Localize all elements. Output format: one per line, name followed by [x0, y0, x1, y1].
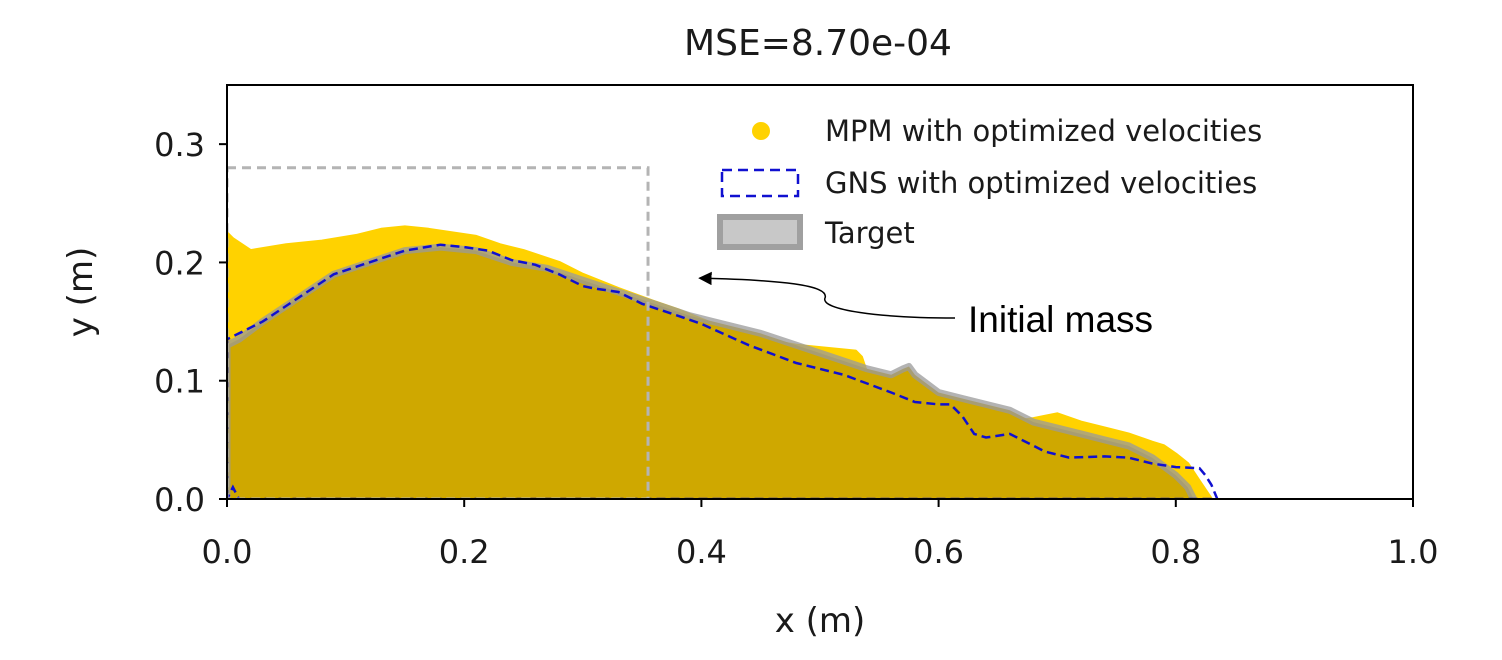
x-tick-label: 0.2 [439, 533, 490, 571]
x-tick-label: 0.6 [913, 533, 964, 571]
target-overlap-area [227, 247, 1194, 499]
y-tick-label: 0.0 [154, 481, 205, 519]
gns-outline [227, 243, 1219, 499]
legend: MPM with optimized velocities GNS with o… [717, 114, 1262, 250]
initial-mass-annotation: Initial mass [698, 271, 1153, 340]
legend-gns-label: GNS with optimized velocities [825, 166, 1257, 200]
y-tick-label: 0.2 [154, 244, 205, 282]
y-axis-label: y (m) [61, 247, 101, 338]
legend-mpm-label: MPM with optimized velocities [825, 114, 1262, 148]
y-tick-label: 0.1 [154, 363, 205, 401]
annotation-arrow [698, 271, 956, 319]
x-tick-label: 0.8 [1150, 533, 1201, 571]
plot-data-layer [227, 166, 1219, 499]
y-axis: 0.0 0.1 0.2 0.3 [154, 126, 227, 519]
legend-mpm-marker [752, 122, 770, 140]
plot-frame [226, 84, 1414, 500]
y-tick-label: 0.3 [154, 126, 205, 164]
legend-target-marker [717, 214, 803, 250]
legend-gns-marker [720, 168, 800, 198]
x-axis: 0.0 0.2 0.4 0.6 0.8 1.0 [202, 499, 1439, 571]
initial-mass-box [227, 166, 650, 499]
legend-target-label: Target [824, 216, 915, 250]
x-tick-label: 0.4 [676, 533, 727, 571]
x-tick-label: 1.0 [1388, 533, 1439, 571]
chart-title: MSE=8.70e-04 [684, 23, 952, 64]
x-axis-label: x (m) [775, 601, 866, 641]
x-tick-label: 0.0 [202, 533, 253, 571]
annotation-text: Initial mass [968, 299, 1153, 340]
target-outline [227, 243, 1197, 499]
